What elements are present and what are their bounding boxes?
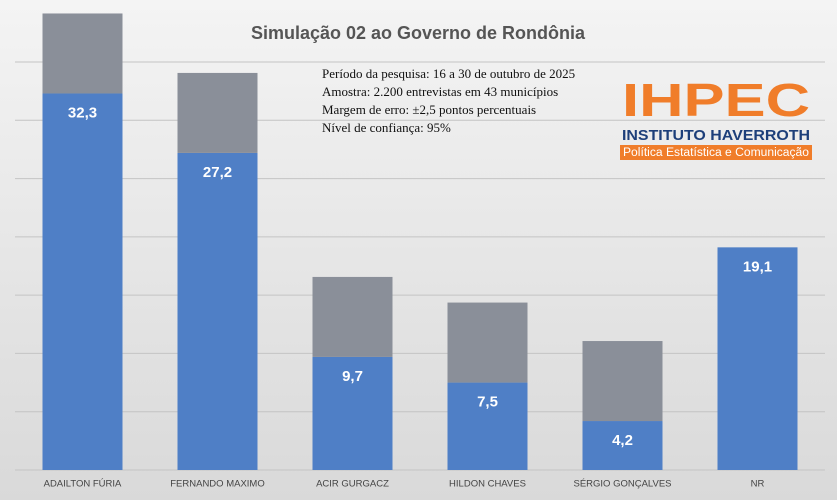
value-label: 19,1 xyxy=(743,258,772,275)
candidate-photo xyxy=(42,13,123,94)
note: Período da pesquisa: 16 a 30 de outubro … xyxy=(322,66,575,81)
bar xyxy=(42,93,123,470)
candidate-photo xyxy=(447,302,528,383)
note: Margem de erro: ±2,5 pontos percentuais xyxy=(322,102,536,117)
bar xyxy=(447,382,528,470)
x-tick-label: FERNANDO MAXIMO xyxy=(170,479,264,490)
x-tick-label: HILDON CHAVES xyxy=(449,479,526,490)
logo-tagline: Política Estatística e Comunicação xyxy=(623,147,809,159)
logo-band xyxy=(620,145,812,160)
value-label: 27,2 xyxy=(203,164,232,181)
bar xyxy=(717,247,798,470)
logo: IHPEC INSTITUTO HAVERROTH Política Estat… xyxy=(620,74,812,160)
bar xyxy=(312,356,393,470)
value-label: 9,7 xyxy=(342,368,363,385)
value-label: 32,3 xyxy=(68,104,97,121)
value-label: 7,5 xyxy=(477,394,498,411)
x-tick-label: NR xyxy=(751,479,765,490)
logo-mark: IHPEC xyxy=(622,74,810,126)
candidate-photo xyxy=(582,341,663,422)
note: Amostra: 2.200 entrevistas em 43 municíp… xyxy=(322,84,558,99)
value-label: 4,2 xyxy=(612,432,633,449)
x-tick-label: ACIR GURGACZ xyxy=(316,479,389,490)
candidate-photo xyxy=(177,72,258,153)
bar xyxy=(582,421,663,470)
candidate-photo xyxy=(312,276,393,357)
chart-title: Simulação 02 ao Governo de Rondônia xyxy=(251,23,586,43)
x-tick-label: ADAILTON FÚRIA xyxy=(44,479,122,490)
logo-name: INSTITUTO HAVERROTH xyxy=(622,127,810,144)
bar xyxy=(177,152,258,470)
x-tick-label: SÉRGIO GONÇALVES xyxy=(573,479,671,490)
note: Nível de confiança: 95% xyxy=(322,120,451,135)
